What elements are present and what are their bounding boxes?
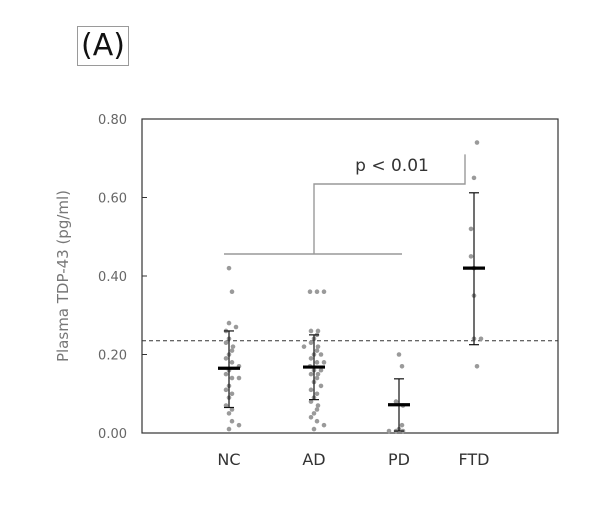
data-point <box>308 356 314 361</box>
panel-label: (A) <box>77 26 129 66</box>
plot-frame <box>141 118 559 434</box>
data-point <box>230 344 236 349</box>
data-point <box>229 391 235 397</box>
data-point <box>226 411 232 416</box>
x-category-label: NC <box>217 450 240 469</box>
data-point <box>223 356 229 361</box>
data-point <box>386 428 392 434</box>
data-point <box>315 371 321 377</box>
data-point <box>314 375 320 381</box>
data-point <box>229 407 235 412</box>
data-point <box>229 418 235 424</box>
data-point <box>468 226 474 232</box>
data-point <box>229 348 235 353</box>
data-point <box>315 403 321 408</box>
y-axis-ticks: 0.00 0.20 0.40 0.60 0.80 <box>98 113 147 442</box>
data-point <box>301 344 307 349</box>
y-tick-label: 0.60 <box>98 192 127 207</box>
data-point <box>471 175 477 181</box>
bracket-connector <box>313 154 466 254</box>
data-point <box>229 375 235 381</box>
data-point <box>314 348 320 353</box>
x-category-label: AD <box>302 450 325 469</box>
data-point <box>318 383 324 389</box>
data-point <box>314 418 320 424</box>
data-point <box>474 363 480 369</box>
data-point <box>236 422 242 428</box>
data-point <box>468 254 474 259</box>
plot-frame-group <box>141 118 559 434</box>
data-point <box>314 407 320 412</box>
data-point <box>321 360 327 365</box>
data-point <box>314 391 320 397</box>
data-point <box>311 411 317 416</box>
significance-label: p < 0.01 <box>355 156 429 176</box>
data-point <box>311 426 317 432</box>
data-point <box>314 360 320 365</box>
data-point <box>229 360 235 365</box>
data-point <box>321 422 327 428</box>
group-statistics <box>218 192 485 432</box>
data-point <box>474 140 480 145</box>
data-point <box>393 399 399 404</box>
data-point <box>226 265 232 271</box>
data-point <box>223 371 229 377</box>
data-point <box>318 352 324 357</box>
data-point <box>399 422 405 428</box>
data-point <box>307 289 313 295</box>
data-point <box>308 415 314 420</box>
data-point <box>226 320 232 326</box>
data-point <box>308 328 314 334</box>
data-point <box>308 399 314 404</box>
data-point <box>308 387 314 393</box>
data-point <box>399 363 405 369</box>
data-point <box>314 289 320 295</box>
data-point <box>478 336 484 342</box>
y-axis-label: Plasma TDP-43 (pg/ml) <box>54 190 72 362</box>
x-axis-categories: NC AD PD FTD <box>217 450 489 469</box>
data-point <box>229 289 235 295</box>
data-point <box>233 324 239 330</box>
data-point <box>236 375 242 381</box>
data-point <box>315 344 321 349</box>
y-tick-label: 0.00 <box>98 427 127 442</box>
y-tick-label: 0.80 <box>98 113 127 128</box>
data-point <box>308 371 314 377</box>
data-point <box>308 340 314 346</box>
data-point <box>396 352 402 357</box>
x-category-label: PD <box>388 450 410 469</box>
data-point <box>321 289 327 295</box>
y-tick-label: 0.40 <box>98 270 127 285</box>
data-point <box>315 328 321 334</box>
y-tick-label: 0.20 <box>98 349 127 364</box>
data-point <box>318 367 324 373</box>
x-category-label: FTD <box>458 450 489 469</box>
data-point <box>223 387 229 393</box>
data-point <box>223 403 229 408</box>
data-point <box>223 340 229 346</box>
data-point <box>226 426 232 432</box>
significance-bracket: p < 0.01 <box>224 154 466 255</box>
